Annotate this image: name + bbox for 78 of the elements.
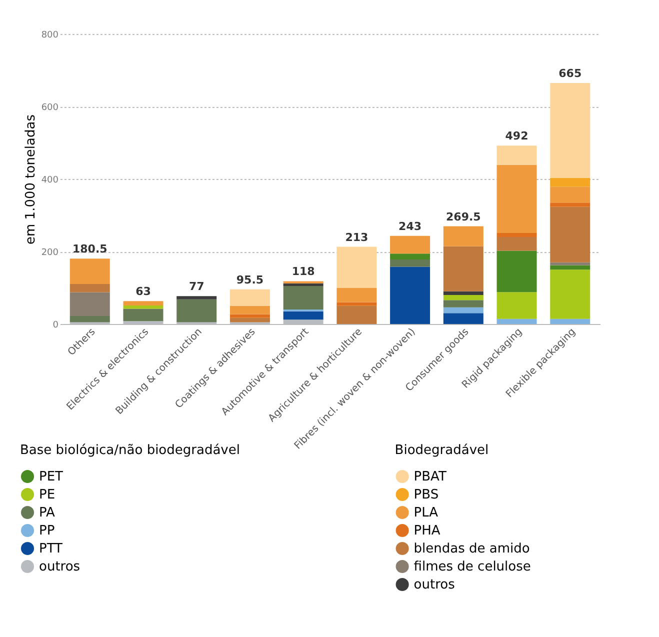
bar [550, 178, 590, 187]
bar [123, 301, 164, 306]
bar [496, 250, 537, 292]
bar [123, 306, 164, 309]
bar [496, 146, 537, 165]
bar [443, 226, 484, 246]
y-tick-label: 200 [41, 248, 59, 258]
bar [230, 318, 270, 322]
total-label: 665 [558, 66, 582, 80]
bar [443, 295, 484, 300]
bar [70, 292, 110, 316]
bar [283, 286, 324, 310]
total-label: 180.5 [72, 242, 108, 256]
bar [550, 270, 590, 319]
total-label: 243 [398, 220, 422, 233]
bar [443, 313, 484, 324]
bar [496, 237, 537, 251]
bar [443, 307, 484, 314]
bar [496, 233, 537, 237]
bar [550, 265, 590, 270]
bar [443, 291, 484, 295]
legend-label: PBS [414, 488, 439, 502]
bar [443, 300, 484, 308]
legend-label: PA [39, 506, 56, 520]
bar [550, 318, 590, 324]
legend-label: PLA [414, 506, 438, 520]
total-label: 118 [292, 265, 315, 278]
bar [70, 284, 110, 292]
legend-label: PTT [39, 542, 63, 556]
bar [550, 82, 590, 178]
bar [123, 308, 164, 322]
bar [550, 186, 590, 203]
bar [390, 259, 430, 267]
y-tick-label: 0 [52, 320, 59, 330]
total-label: 77 [188, 280, 204, 294]
legend-label: PET [39, 470, 64, 484]
legend-label: PHA [414, 524, 440, 538]
y-axis-title: em 1.000 toneladas [23, 114, 38, 244]
legend-label: blendas de amido [414, 542, 530, 556]
bar [336, 306, 377, 324]
bar [390, 266, 430, 324]
bar [550, 206, 590, 262]
text: Biodegradável [394, 443, 489, 458]
legend-label: PP [39, 524, 55, 538]
bar [70, 316, 110, 322]
y-tick-label: 600 [41, 103, 59, 113]
bar [336, 288, 377, 302]
bar [230, 306, 270, 314]
bar [283, 283, 324, 286]
bar [283, 311, 324, 320]
bar [336, 302, 377, 306]
bar [390, 254, 430, 260]
total-label: 213 [345, 230, 368, 244]
bar [550, 202, 590, 207]
text: Base biológica/não biodegradável [20, 443, 240, 458]
bar [390, 236, 430, 254]
bar [176, 296, 217, 300]
legend-label: PBAT [414, 470, 446, 484]
bar [550, 262, 590, 266]
legend-label: outros [39, 560, 80, 574]
legend-label: filmes de celulose [414, 560, 531, 574]
bar [176, 299, 217, 322]
bar [70, 258, 110, 284]
total-label: 95.5 [236, 273, 264, 286]
bar [496, 292, 537, 319]
y-tick-label: 800 [41, 30, 59, 40]
bar [496, 164, 537, 234]
bar [336, 246, 377, 288]
legend-label: outros [414, 578, 456, 592]
total-label: 63 [136, 285, 151, 298]
y-tick-label: 400 [41, 176, 59, 186]
total-label: 492 [505, 130, 528, 143]
total-label: 269.5 [446, 210, 481, 224]
bar [230, 314, 270, 318]
bar [230, 289, 270, 306]
legend-label: PE [39, 488, 56, 502]
bar [496, 318, 537, 324]
bar [443, 246, 484, 292]
